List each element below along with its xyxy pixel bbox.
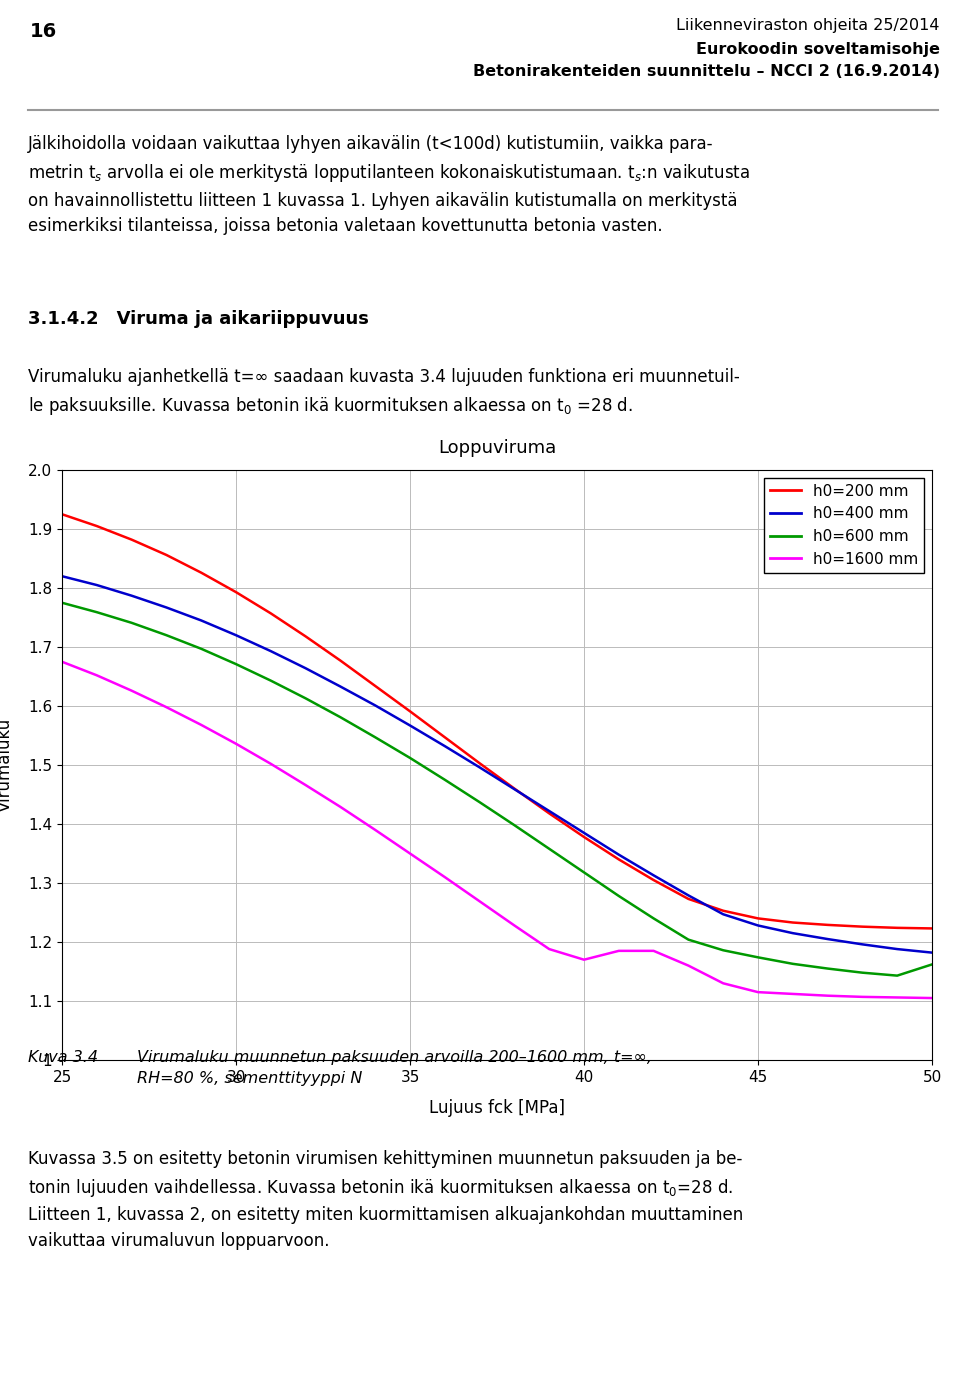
X-axis label: Lujuus fck [MPa]: Lujuus fck [MPa] [429,1098,565,1116]
Text: Virumaluku muunnetun paksuuden arvoilla 200–1600 mm, t=∞,
RH=80 %, sementtityypp: Virumaluku muunnetun paksuuden arvoilla … [137,1050,653,1086]
Text: Kuvassa 3.5 on esitetty betonin virumisen kehittyminen muunnetun paksuuden ja be: Kuvassa 3.5 on esitetty betonin virumise… [28,1151,743,1250]
Y-axis label: Virumaluku: Virumaluku [0,718,14,812]
Text: Kuva 3.4: Kuva 3.4 [28,1050,98,1065]
Text: 16: 16 [30,22,58,41]
Text: Liikenneviraston ohjeita 25/2014: Liikenneviraston ohjeita 25/2014 [677,18,940,33]
Text: Jälkihoidolla voidaan vaikuttaa lyhyen aikavälin (t<100d) kutistumiin, vaikka pa: Jälkihoidolla voidaan vaikuttaa lyhyen a… [28,135,750,236]
Legend: h0=200 mm, h0=400 mm, h0=600 mm, h0=1600 mm: h0=200 mm, h0=400 mm, h0=600 mm, h0=1600… [764,478,924,573]
Text: Betonirakenteiden suunnittelu – NCCI 2 (16.9.2014): Betonirakenteiden suunnittelu – NCCI 2 (… [473,63,940,79]
Title: Loppuviruma: Loppuviruma [438,440,556,457]
Text: Eurokoodin soveltamisohje: Eurokoodin soveltamisohje [696,41,940,56]
Text: 3.1.4.2 Viruma ja aikariippuvuus: 3.1.4.2 Viruma ja aikariippuvuus [28,310,369,328]
Text: Virumaluku ajanhetkellä t=∞ saadaan kuvasta 3.4 lujuuden funktiona eri muunnetui: Virumaluku ajanhetkellä t=∞ saadaan kuva… [28,368,740,416]
